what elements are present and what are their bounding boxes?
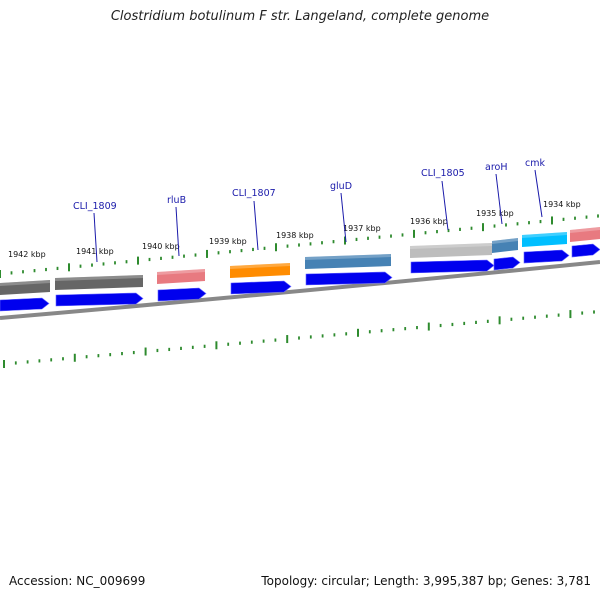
tick-label: 1934 kbp	[543, 200, 581, 209]
gene-leader-line	[175, 206, 180, 257]
feature-block-cli_1810	[0, 280, 50, 295]
feature-track	[0, 227, 600, 295]
gene-leader-line	[253, 200, 259, 251]
tick-label: 1940 kbp	[142, 242, 180, 251]
gene-label: CLI_1805	[421, 168, 465, 179]
cds-arrow	[410, 259, 495, 274]
gene-label: aroH	[485, 162, 507, 173]
map-title: Clostridium botulinum F str. Langeland, …	[110, 9, 490, 24]
feature-block-rlub	[157, 269, 205, 284]
tick-label: 1935 kbp	[476, 209, 514, 218]
gene-leader-line	[441, 180, 449, 231]
tick-label: 1942 kbp	[8, 250, 46, 259]
tick-label: 1936 kbp	[410, 217, 448, 226]
gene-leader-line	[534, 169, 543, 218]
outer-tick-ring	[0, 214, 599, 278]
feature-block-cli_1809	[55, 275, 143, 290]
gene-label: rluB	[167, 195, 186, 206]
genome-stats-text: Topology: circular; Length: 3,995,387 bp…	[261, 574, 591, 588]
feature-highlight	[157, 269, 205, 275]
feature-highlight	[305, 254, 391, 260]
cds-arrow	[55, 292, 144, 307]
gene-label: gluD	[330, 181, 352, 192]
cds-arrow	[0, 297, 50, 312]
feature-block-glud	[305, 254, 391, 269]
inner-tick-ring	[3, 310, 595, 368]
cds-arrow	[230, 280, 292, 295]
cds-arrow	[523, 249, 570, 264]
gene-leader-line	[495, 173, 503, 225]
feature-block-cli_1805	[410, 243, 492, 258]
cds-arrow	[157, 287, 207, 302]
feature-highlight	[410, 243, 492, 249]
feature-highlight	[230, 263, 290, 269]
gene-label: CLI_1807	[232, 188, 276, 199]
cds-arrow	[571, 243, 600, 258]
tick-label: 1938 kbp	[276, 231, 314, 240]
tick-label: 1941 kbp	[76, 247, 114, 256]
gene-label-group: CLI_1809 rluB CLI_1807 gluD CLI_1805 aroH cmk	[73, 158, 545, 263]
feature-highlight	[0, 280, 50, 286]
feature-highlight	[55, 275, 143, 281]
feature-block-cli_1807	[230, 263, 290, 278]
genome-backbone	[0, 260, 600, 320]
tick-label: 1939 kbp	[209, 237, 247, 246]
cds-arrow-track	[0, 243, 600, 312]
cds-arrow	[305, 271, 393, 286]
tick-label-group: 1942 kbp 1941 kbp 1940 kbp 1939 kbp 1938 kbp…	[8, 200, 581, 259]
feature-block-next	[570, 227, 600, 242]
feature-block-aroh	[492, 238, 518, 253]
gene-leader-line	[340, 192, 347, 243]
accession-text: Accession: NC_009699	[9, 574, 146, 588]
gene-leader-line	[93, 212, 98, 263]
feature-highlight	[570, 227, 600, 233]
feature-block-cmk	[522, 232, 567, 247]
feature-highlight	[492, 238, 518, 244]
feature-highlight	[522, 232, 567, 238]
tick-label: 1937 kbp	[343, 224, 381, 233]
gene-label: CLI_1809	[73, 201, 117, 212]
cds-arrow	[493, 256, 521, 271]
gene-label: cmk	[525, 158, 545, 169]
